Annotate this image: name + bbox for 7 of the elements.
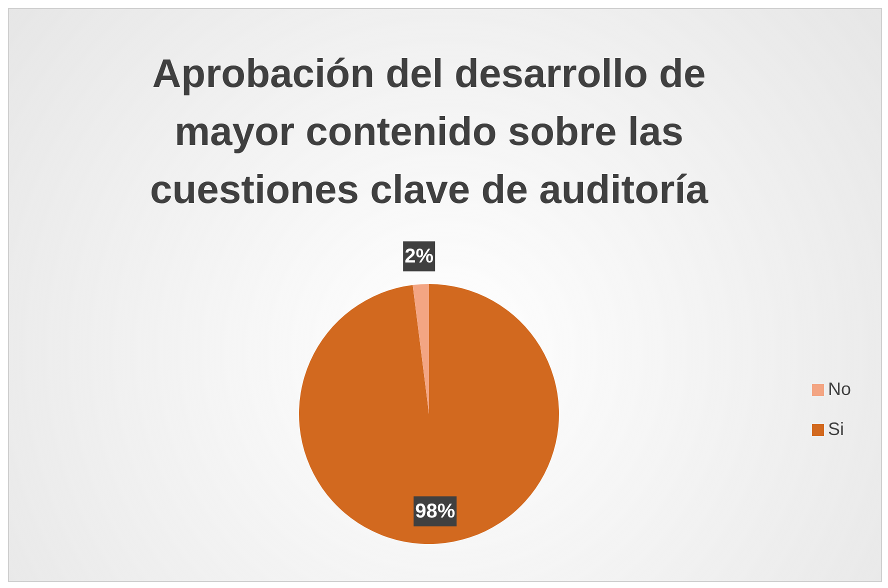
chart-title: Aprobación del desarrollo de mayor contenido sobre las cuestiones clave de auditoría — [149, 51, 710, 214]
legend-label: Si — [828, 419, 844, 439]
pie-slice — [299, 284, 559, 544]
legend-label: No — [828, 379, 851, 399]
pie-slice — [412, 284, 429, 414]
data-label: 98% — [415, 500, 456, 522]
data-label: 2% — [404, 245, 434, 268]
